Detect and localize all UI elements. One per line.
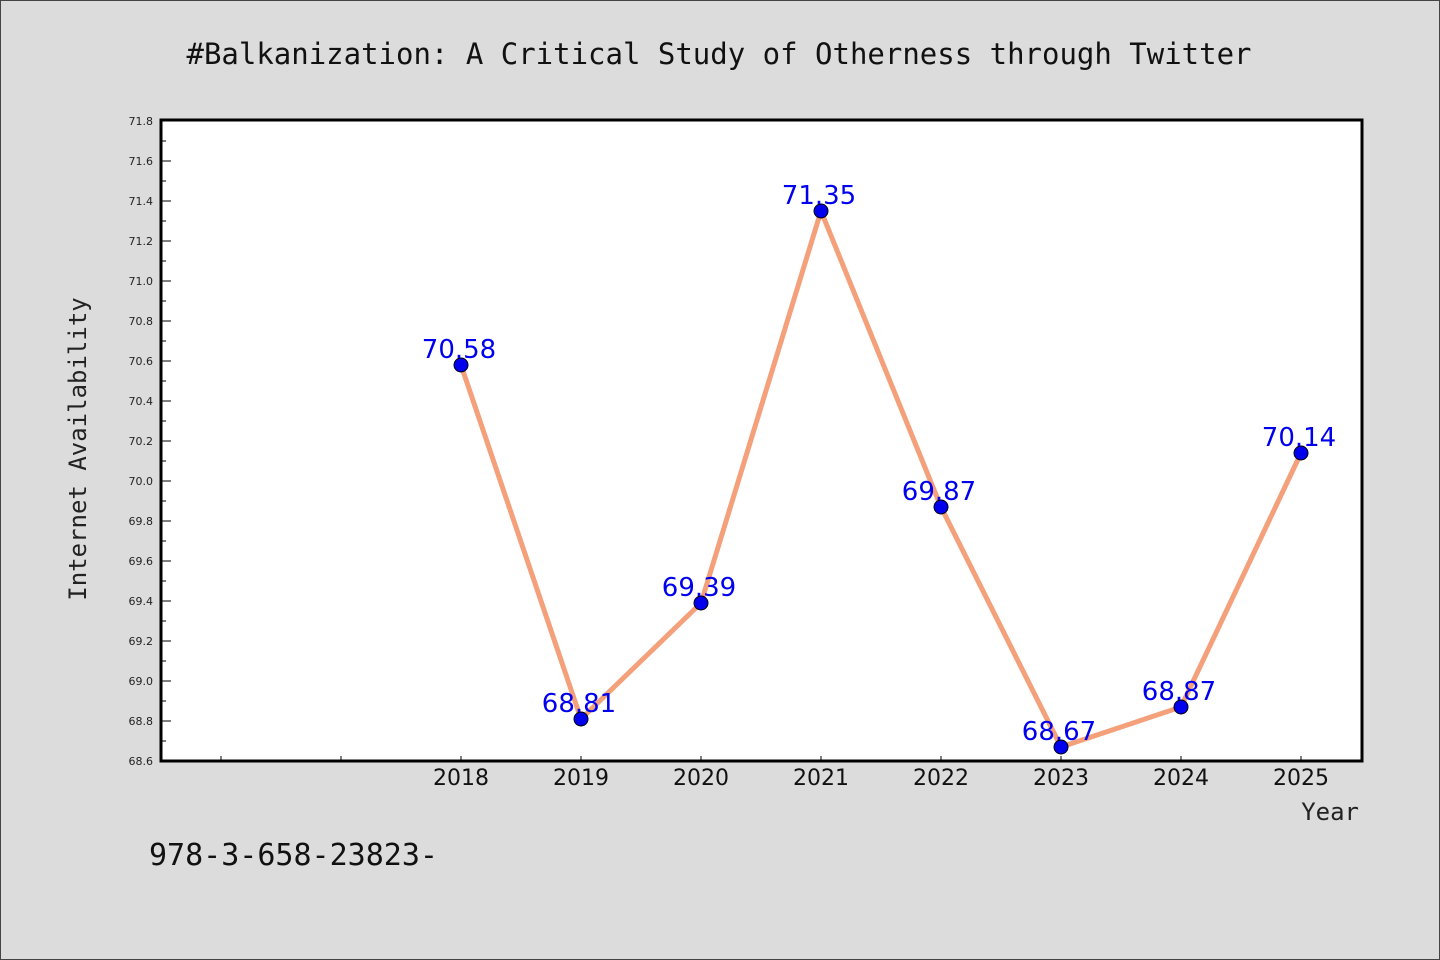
x-tick-label: 2023 (1033, 766, 1089, 791)
data-points (453, 203, 1309, 755)
data-label: 68.81 (542, 689, 616, 719)
chart-title: #Balkanization: A Critical Study of Othe… (186, 37, 1251, 71)
y-tick-label: 69.0 (129, 675, 154, 688)
y-tick-label: 70.8 (129, 315, 154, 328)
data-point (933, 499, 949, 515)
y-tick-label: 71.0 (129, 275, 154, 288)
y-tick-label: 70.6 (129, 355, 154, 368)
y-tick-label: 70.2 (129, 435, 154, 448)
data-point (1173, 699, 1189, 715)
data-point (813, 203, 829, 219)
y-tick-label: 69.4 (129, 595, 154, 608)
x-axis-ticks: 2018 2019 2020 2021 2022 2023 2024 2025 (220, 756, 1329, 791)
data-label: 68.87 (1142, 677, 1216, 707)
y-tick-label: 71.2 (129, 235, 154, 248)
isbn-text: 978-3-658-23823- (149, 838, 438, 873)
data-point (693, 595, 709, 611)
y-tick-label: 68.6 (129, 755, 154, 768)
plot-area (159, 118, 1364, 763)
data-point (1293, 445, 1309, 461)
y-tick-label: 69.8 (129, 515, 154, 528)
data-label: 69.87 (902, 477, 976, 507)
data-label: 68.67 (1022, 717, 1096, 747)
y-axis-label: Internet Availability (64, 297, 92, 600)
y-tick-label: 68.8 (129, 715, 154, 728)
y-tick-label: 69.2 (129, 635, 154, 648)
series-line (458, 208, 1304, 750)
y-tick-label: 70.4 (129, 395, 154, 408)
x-axis-label: Year (1301, 798, 1359, 826)
y-axis-ticks: 68.6 68.8 69.0 69.2 69.4 69.6 69.8 70.0 70.2 70.4… (129, 115, 171, 768)
x-tick-label: 2021 (793, 766, 849, 791)
data-point (1053, 739, 1069, 755)
x-tick-label: 2022 (913, 766, 969, 791)
y-tick-label: 70.0 (129, 475, 154, 488)
y-tick-label: 71.4 (129, 195, 154, 208)
data-label: 70.14 (1262, 423, 1336, 453)
y-tick-label: 71.8 (129, 115, 154, 128)
data-label: 69.39 (662, 573, 736, 603)
x-tick-label: 2020 (673, 766, 729, 791)
data-label: 71.35 (782, 181, 856, 211)
y-tick-label: 69.6 (129, 555, 154, 568)
x-tick-label: 2018 (433, 766, 489, 791)
data-label: 70.58 (422, 335, 496, 365)
x-tick-label: 2025 (1273, 766, 1329, 791)
data-labels: 70.58 68.81 69.39 71.35 69.87 68.67 68.87 70.14 (422, 181, 1336, 747)
data-point (573, 711, 589, 727)
data-point (453, 357, 469, 373)
x-tick-label: 2019 (553, 766, 609, 791)
x-tick-label: 2024 (1153, 766, 1209, 791)
y-tick-label: 71.6 (129, 155, 154, 168)
